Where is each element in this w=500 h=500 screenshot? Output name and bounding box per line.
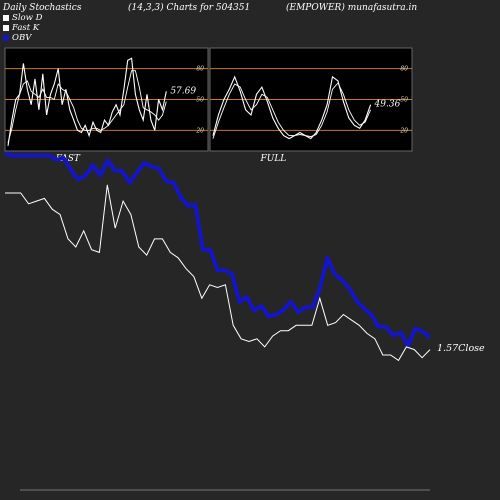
fast-level-50-label: 50 — [196, 97, 204, 104]
fast-slow-d-line — [7, 70, 167, 143]
legend-obv-swatch — [3, 35, 9, 41]
fast-level-20-label: 20 — [195, 127, 204, 134]
full-panel-label: FULL — [260, 154, 287, 164]
fast-last-value-label: 57.69 — [170, 86, 196, 96]
fast-level-80-label: 80 — [196, 66, 204, 73]
legend-slow-d-swatch — [3, 15, 9, 21]
fast-panel-label: FAST — [55, 154, 81, 164]
full-fast-k-line — [212, 75, 372, 140]
full-slow-d-line — [212, 82, 372, 139]
full-last-value-label: 49.36 — [374, 100, 401, 110]
close-price-line — [5, 184, 431, 362]
chart-params: (14,3,3) Charts for 504351 — [128, 3, 251, 13]
legend-fast-k-swatch — [3, 25, 9, 31]
chart-title: Daily Stochastics — [3, 3, 82, 13]
legend-fast-k-label: Fast K — [12, 23, 40, 33]
obv-line — [4, 151, 432, 348]
legend-slow-d-label: Slow D — [12, 13, 43, 23]
close-last-value-label: 1.57Close — [437, 343, 485, 354]
chart-symbol: (EMPOWER) munafasutra.in — [286, 3, 418, 13]
legend-obv: OBV — [3, 33, 31, 43]
full-level-50-label: 50 — [400, 97, 408, 104]
legend-slow-d: Slow D — [3, 13, 42, 23]
full-level-80-label: 80 — [400, 66, 408, 73]
legend-obv-label: OBV — [12, 33, 32, 43]
legend-fast-k: Fast K — [3, 23, 39, 33]
full-level-20-label: 20 — [399, 127, 408, 134]
